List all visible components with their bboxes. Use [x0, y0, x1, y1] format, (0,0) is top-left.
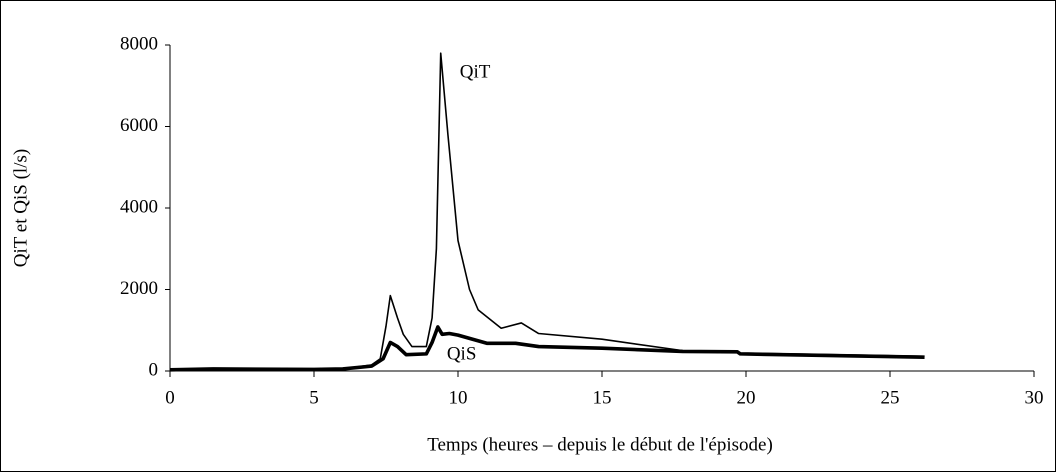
- y-tick-label: 0: [149, 359, 159, 380]
- series-line: [169, 325, 925, 372]
- y-tick-label: 6000: [120, 115, 158, 136]
- y-tick-label: 4000: [120, 196, 158, 217]
- y-axis-label: QiT et QiS (l/s): [10, 149, 31, 267]
- series-label: QiS: [447, 343, 477, 364]
- series-label: QiT: [460, 62, 491, 83]
- y-tick-label: 2000: [120, 278, 158, 299]
- x-tick-label: 20: [737, 387, 756, 408]
- x-tick-label: 0: [165, 387, 175, 408]
- x-tick-label: 10: [449, 387, 468, 408]
- x-tick-label: 5: [309, 387, 319, 408]
- y-tick-label: 8000: [120, 33, 158, 54]
- x-tick-label: 15: [593, 387, 612, 408]
- x-tick-label: 30: [1025, 387, 1044, 408]
- x-tick-label: 25: [881, 387, 900, 408]
- x-axis-label: Temps (heures – depuis le début de l'épi…: [427, 434, 773, 455]
